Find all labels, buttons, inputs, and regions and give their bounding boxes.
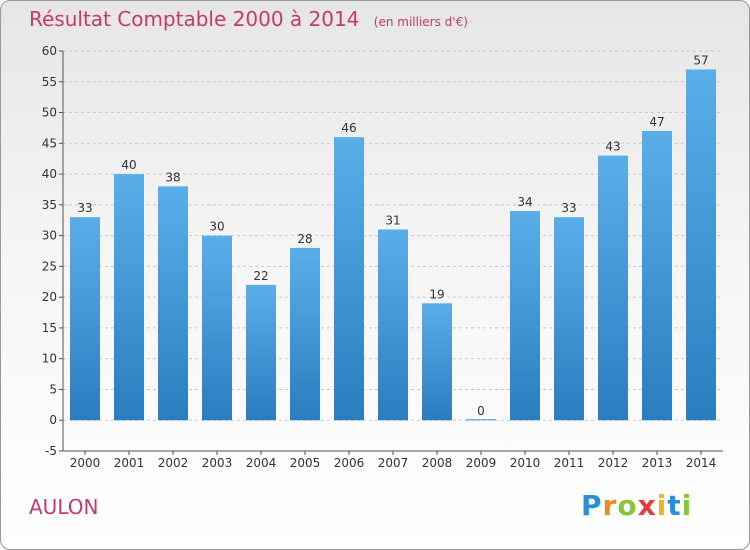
y-tick-label: 40: [42, 167, 57, 181]
data-label: 31: [385, 213, 400, 227]
x-tick-label: 2010: [510, 456, 541, 470]
bar: [466, 419, 496, 421]
data-label: 22: [253, 269, 268, 283]
y-tick-label: 15: [42, 321, 57, 335]
y-tick-label: 60: [42, 44, 57, 58]
x-tick-label: 2011: [554, 456, 585, 470]
logo-letter: i: [681, 489, 693, 522]
data-label: 0: [477, 404, 485, 418]
x-tick-label: 2003: [202, 456, 233, 470]
logo-letter: i: [656, 489, 668, 522]
bar: [114, 174, 144, 421]
data-label: 19: [429, 287, 444, 301]
data-label: 46: [341, 121, 356, 135]
y-tick-label: 5: [49, 382, 57, 396]
x-tick-label: 2013: [642, 456, 673, 470]
chart-unit-label: (en milliers d'€): [373, 15, 468, 29]
bar: [598, 155, 628, 421]
bar: [422, 303, 452, 421]
y-tick-label: 55: [42, 75, 57, 89]
bar: [334, 137, 364, 421]
data-label: 30: [209, 220, 224, 234]
bar: [202, 235, 232, 421]
data-label: 33: [77, 201, 92, 215]
logo-letter: x: [637, 489, 657, 522]
y-tick-label: 10: [42, 352, 57, 366]
x-tick-label: 2002: [158, 456, 189, 470]
y-tick-label: -5: [45, 444, 57, 458]
data-label: 40: [121, 158, 136, 172]
data-label: 38: [165, 170, 180, 184]
x-tick-label: 2006: [334, 456, 365, 470]
y-tick-label: 30: [42, 229, 57, 243]
x-tick-label: 2007: [378, 456, 409, 470]
proxiti-logo: Proxiti: [581, 489, 692, 522]
y-tick-label: 20: [42, 290, 57, 304]
logo-letter: r: [602, 489, 618, 522]
x-tick-label: 2012: [598, 456, 629, 470]
logo-letter: P: [581, 489, 603, 522]
data-label: 43: [605, 140, 620, 154]
y-tick-label: 35: [42, 198, 57, 212]
x-tick-label: 2001: [114, 456, 145, 470]
y-tick-label: 50: [42, 106, 57, 120]
y-tick-label: 25: [42, 259, 57, 273]
data-label: 57: [693, 53, 708, 67]
data-label: 28: [297, 232, 312, 246]
chart-title-text: Résultat Comptable 2000 à 2014: [29, 7, 360, 31]
bar: [70, 217, 100, 421]
bar: [246, 284, 276, 421]
bar: [686, 69, 716, 421]
bar: [378, 229, 408, 421]
x-tick-label: 2000: [70, 456, 101, 470]
chart-title: Résultat Comptable 2000 à 2014 (en milli…: [29, 7, 468, 31]
x-tick-label: 2005: [290, 456, 321, 470]
x-tick-label: 2008: [422, 456, 453, 470]
y-tick-label: 45: [42, 136, 57, 150]
bar: [290, 247, 320, 421]
x-tick-label: 2009: [466, 456, 497, 470]
bar: [158, 186, 188, 421]
x-tick-label: 2004: [246, 456, 277, 470]
bar: [642, 131, 672, 421]
y-tick-label: 0: [49, 413, 57, 427]
data-label: 33: [561, 201, 576, 215]
bar: [554, 217, 584, 421]
data-label: 34: [517, 195, 532, 209]
bar: [510, 211, 540, 421]
logo-letter: o: [617, 489, 638, 522]
logo-letter: t: [667, 489, 682, 522]
place-name: AULON: [29, 495, 99, 519]
data-label: 47: [649, 115, 664, 129]
x-tick-label: 2014: [686, 456, 717, 470]
